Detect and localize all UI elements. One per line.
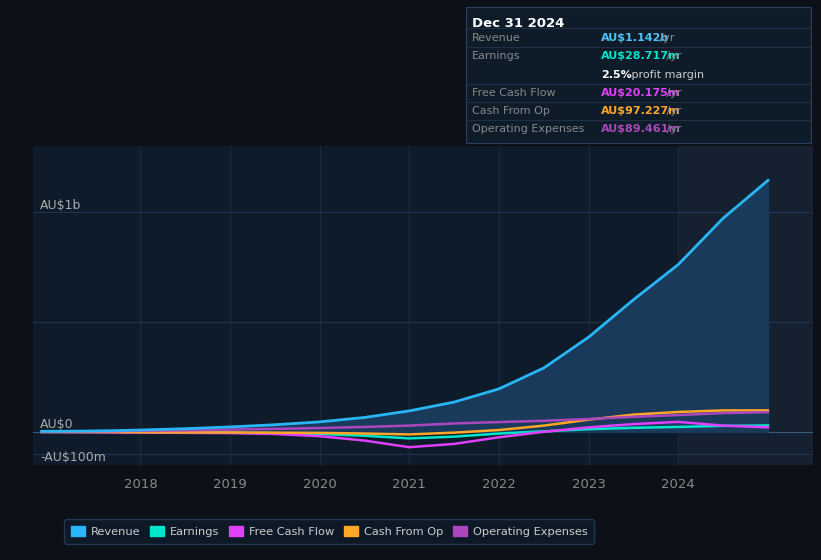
Text: /yr: /yr <box>657 33 675 43</box>
Text: /yr: /yr <box>663 88 681 98</box>
Text: AU$28.717m: AU$28.717m <box>601 52 681 62</box>
Text: /yr: /yr <box>663 106 681 116</box>
Text: Cash From Op: Cash From Op <box>472 106 550 116</box>
Text: Earnings: Earnings <box>472 52 521 62</box>
Bar <box>33 146 678 465</box>
Text: Operating Expenses: Operating Expenses <box>472 124 585 134</box>
Text: AU$0: AU$0 <box>40 418 74 431</box>
Text: /yr: /yr <box>663 124 681 134</box>
Bar <box>678 146 813 465</box>
Text: 2.5%: 2.5% <box>601 69 631 80</box>
Text: Dec 31 2024: Dec 31 2024 <box>472 17 565 30</box>
Text: -AU$100m: -AU$100m <box>40 451 106 464</box>
Text: Revenue: Revenue <box>472 33 521 43</box>
Text: AU$97.227m: AU$97.227m <box>601 106 681 116</box>
Text: /yr: /yr <box>663 52 681 62</box>
Text: AU$1.142b: AU$1.142b <box>601 33 669 43</box>
Text: Free Cash Flow: Free Cash Flow <box>472 88 556 98</box>
Text: AU$89.461m: AU$89.461m <box>601 124 681 134</box>
Text: AU$1b: AU$1b <box>40 199 81 212</box>
Text: AU$20.175m: AU$20.175m <box>601 88 681 98</box>
Legend: Revenue, Earnings, Free Cash Flow, Cash From Op, Operating Expenses: Revenue, Earnings, Free Cash Flow, Cash … <box>64 519 594 544</box>
Text: profit margin: profit margin <box>628 69 704 80</box>
